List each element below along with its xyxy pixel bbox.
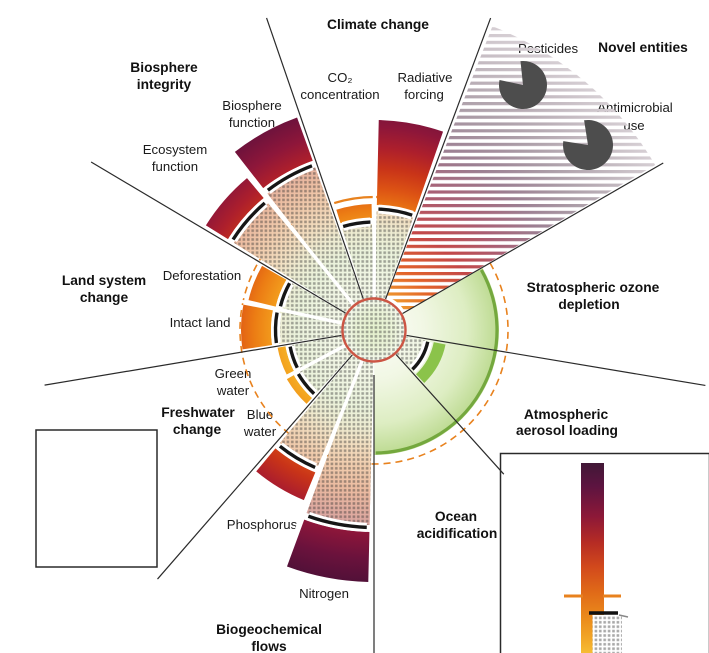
food-contribution-arc-blue-water (296, 373, 316, 396)
label-bluewater-line1: Blue (247, 407, 273, 422)
legend-food-tick (618, 614, 629, 618)
food-contribution-arc-green-water (288, 346, 299, 369)
food-wedge-texture-ecosystem-function (233, 203, 354, 314)
label-ozone-line1: Stratospheric ozone (527, 280, 660, 295)
label-land-line1: Land system (62, 273, 146, 288)
food-wedge-texture-phosphorus (279, 354, 362, 466)
food-wedge-texture-nitrogen (306, 359, 374, 525)
pressure-band-blue-water (286, 375, 312, 404)
label-biosphere-function-line1: Biosphere (222, 98, 281, 113)
label-bluewater-line2: water (243, 424, 277, 439)
legend-food-area-texture (592, 615, 622, 653)
sector-boundary-land-biosphere (90, 161, 346, 314)
novel-entities-stripes (387, 26, 656, 312)
food-contribution-arc-aerosol (411, 341, 430, 371)
dashed-divider-2 (285, 309, 328, 322)
center-circle-texture (343, 299, 405, 361)
food-contribution-arc-ecosystem-function (231, 201, 266, 241)
label-deforestation: Deforestation (163, 268, 241, 283)
label-co2-line2: concentration (300, 87, 379, 102)
pressure-band-radiative (376, 120, 444, 212)
label-climate-title: Climate change (327, 17, 429, 32)
label-biosphere-line2: integrity (137, 77, 192, 92)
label-radiative-line2: forcing (404, 87, 444, 102)
antimicrobial-pie-icon (563, 120, 614, 171)
food-contribution-arc-co2 (342, 220, 371, 229)
label-greenwater-line1: Green (215, 366, 252, 381)
sector-boundary-biogeochemical-freshwater (157, 354, 353, 580)
food-wedge-texture-intact-land (277, 311, 344, 345)
label-ozone-line2: depletion (558, 297, 619, 312)
label-antimicrobial-line1: Antimicrobial (597, 100, 673, 115)
sector-boundary-freshwater-land (44, 334, 342, 386)
pressure-band-intact-land (241, 304, 273, 350)
sub-divider-gap-0 (372, 116, 377, 298)
pressure-band-aerosol (415, 342, 446, 383)
sub-divider-gap-2 (280, 360, 364, 568)
food-wedge-texture-radiative (374, 211, 414, 301)
sector-boundary-aerosol-ocean (395, 354, 505, 475)
label-greenwater-line2: water (216, 383, 250, 398)
pressure-band-biosphere-function (234, 117, 313, 189)
sector-boundary-novel-ozone (402, 162, 664, 315)
pressure-band-deforestation (248, 265, 287, 307)
sector-boundary-climate-novel (384, 17, 492, 300)
label-biosphere-function-line2: function (229, 115, 275, 130)
center-ring-red (341, 297, 407, 363)
label-freshwater-line1: Freshwater (161, 405, 235, 420)
food-contribution-arc-phosphorus (278, 444, 316, 469)
pressure-band-green-water (277, 346, 294, 375)
label-biogeo-line2: flows (251, 639, 287, 653)
pressure-band-nitrogen (286, 519, 370, 582)
label-ocean-line2: acidification (417, 526, 498, 541)
legend (499, 452, 709, 653)
label-intact-land: Intact land (170, 315, 231, 330)
food-wedge-texture-blue-water (299, 345, 353, 393)
label-ocean-line1: Ocean (435, 509, 477, 524)
label-biosphere-line1: Biosphere (130, 60, 198, 75)
inset-box (35, 429, 158, 568)
label-land-line2: change (80, 290, 129, 305)
label-aerosol-line1: Atmospheric (524, 407, 609, 422)
sector-boundary-ozone-aerosol (406, 334, 706, 387)
label-phosphorus: Phosphorus (227, 517, 298, 532)
dashed-divider-0 (272, 204, 345, 294)
food-contribution-arc-nitrogen (307, 514, 367, 530)
food-wedge-texture-green-water (292, 335, 346, 368)
legend-risk-bar (581, 463, 604, 653)
diagram-graphics (35, 17, 709, 653)
sector-boundary-biosphere-climate (265, 17, 364, 299)
food-contribution-arc-radiative (378, 207, 413, 217)
sub-divider-gap-3 (282, 344, 346, 381)
label-co2-line1: CO₂ (328, 70, 353, 85)
safe-zone-rim (375, 269, 499, 455)
label-ecosystem-function-line1: Ecosystem (143, 142, 208, 157)
food-contribution-arc-biosphere-function (266, 164, 313, 192)
pressure-band-ecosystem-function (205, 178, 264, 240)
pressure-band-phosphorus (256, 448, 316, 501)
label-radiative-line1: Radiative (398, 70, 453, 85)
pesticides-pie-icon (498, 60, 547, 109)
label-novel-title: Novel entities (598, 40, 688, 55)
label-ecosystem-function-line2: function (152, 159, 198, 174)
label-aerosol-line2: aerosol loading (516, 423, 618, 438)
label-biogeo-line1: Biogeochemical (216, 622, 322, 637)
label-freshwater-line2: change (173, 422, 222, 437)
food-wedge-texture-biosphere-function (267, 167, 364, 306)
food-contribution-arc-intact-land (273, 312, 279, 344)
label-nitrogen: Nitrogen (299, 586, 349, 601)
food-wedge-texture-deforestation (282, 283, 347, 323)
food-contribution-arc-deforestation (278, 282, 292, 307)
dashed-divider-1 (304, 374, 358, 506)
food-wedge-texture-co2 (342, 224, 374, 300)
